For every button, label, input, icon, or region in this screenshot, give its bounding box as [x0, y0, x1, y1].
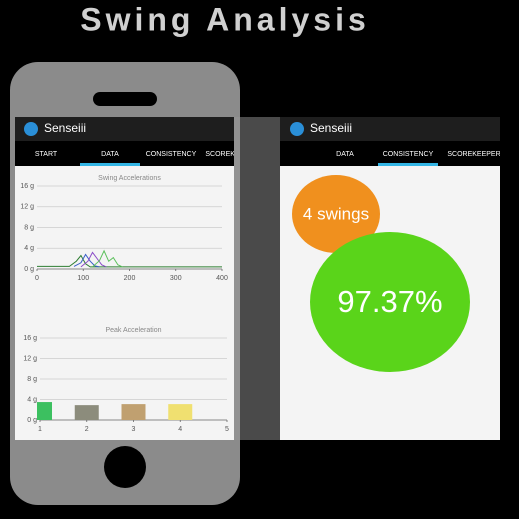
y-tick-label: 16 g — [23, 335, 37, 342]
consistency-bubble — [310, 232, 470, 372]
x-tick-label: 300 — [170, 275, 182, 282]
tab-indicator — [378, 163, 438, 166]
bar — [121, 404, 146, 420]
consistency-label: 97.37% — [337, 284, 442, 319]
app-icon — [24, 122, 38, 136]
y-tick-label: 12 g — [23, 355, 37, 362]
right-screen: Senseiii 4 swings 97.37% STARTDATACONSIS… — [280, 117, 500, 440]
swing-line — [80, 251, 107, 268]
app-header — [280, 117, 500, 141]
home-button — [104, 446, 146, 488]
y-tick-label: 4 g — [27, 396, 37, 403]
swing-line — [73, 253, 100, 268]
chart-title: Swing Accelerations — [98, 175, 161, 182]
tab-bar — [15, 141, 234, 166]
tab-bar — [280, 141, 500, 166]
x-tick-label: 5 — [225, 426, 229, 433]
bar — [74, 405, 99, 420]
tab: DATA — [336, 151, 354, 158]
tab-indicator — [80, 163, 140, 166]
x-tick-label: 4 — [178, 426, 182, 433]
y-tick-label: 0 g — [27, 417, 37, 424]
speaker — [93, 92, 157, 106]
tab: SCOREKEEPER — [447, 151, 500, 158]
tab: CONSISTENCY — [146, 151, 197, 158]
bar — [37, 402, 52, 420]
y-tick-label: 8 g — [27, 376, 37, 383]
tab: DATA — [101, 151, 119, 158]
y-tick-label: 8 g — [24, 224, 34, 231]
y-tick-label: 12 g — [20, 204, 34, 211]
tab: START — [35, 151, 58, 158]
x-tick-label: 2 — [85, 426, 89, 433]
x-tick-label: 100 — [77, 275, 89, 282]
tab: SCOREKEEPER — [205, 151, 258, 158]
swing-line — [92, 249, 123, 268]
left-screen: Senseiii START DATA CONSISTENCY SCOREKEEPER… — [15, 117, 258, 440]
x-tick-label: 3 — [132, 426, 136, 433]
swings-bubble — [292, 175, 380, 253]
x-tick-label: 1 — [38, 426, 42, 433]
gap-panel — [234, 117, 280, 440]
y-tick-label: 0 g — [24, 266, 34, 273]
x-tick-label: 200 — [124, 275, 136, 282]
app-name: Senseiii — [44, 121, 86, 135]
y-tick-label: 4 g — [24, 245, 34, 252]
x-tick-label: 0 — [35, 275, 39, 282]
x-tick-label: 400 — [216, 275, 228, 282]
app-icon — [290, 122, 304, 136]
swing-line — [37, 254, 222, 268]
app-name: Senseiii — [310, 121, 352, 135]
y-tick-label: 16 g — [20, 183, 34, 190]
bar — [168, 404, 193, 420]
app-header — [15, 117, 234, 141]
tab: CONSISTENCY — [383, 151, 434, 158]
page-title: Swing Analysis — [80, 1, 370, 37]
swings-label: 4 swings — [303, 204, 369, 223]
chart-title: Peak Acceleration — [105, 327, 161, 334]
screen-bg — [15, 117, 234, 440]
